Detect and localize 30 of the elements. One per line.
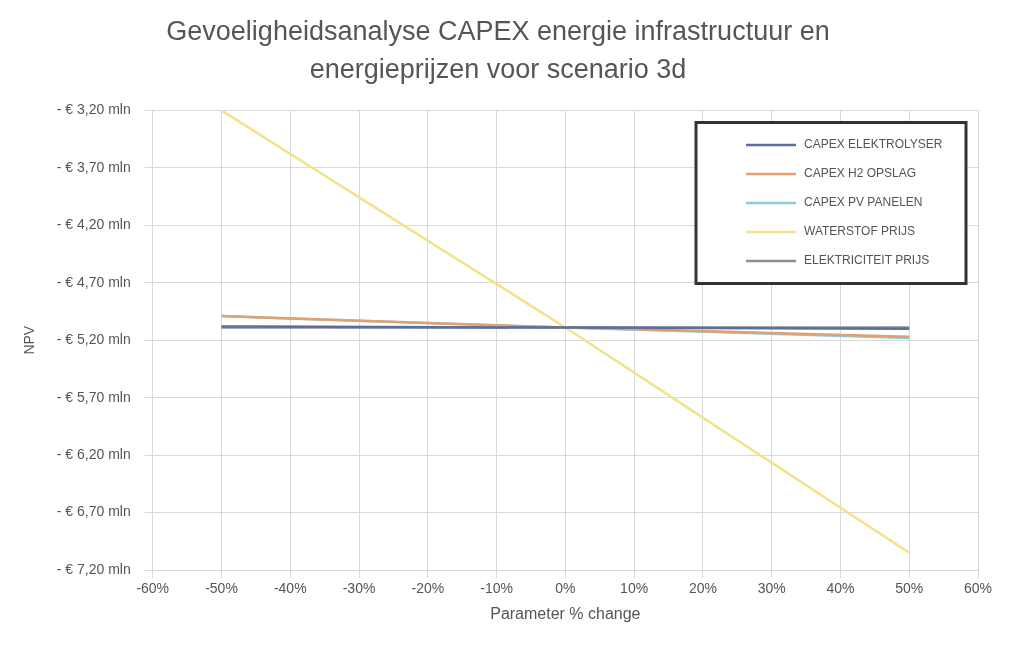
x-tick-label: -50% xyxy=(205,580,238,597)
x-tick-label: 10% xyxy=(620,580,649,597)
y-tick-label: - € 6,70 mln xyxy=(56,503,131,520)
x-tick-label: 0% xyxy=(555,580,576,597)
legend-label: WATERSTOF PRIJS xyxy=(804,224,916,239)
x-tick-label: -60% xyxy=(136,580,170,597)
x-tick-label: -10% xyxy=(480,580,513,597)
y-tick-label: - € 4,20 mln xyxy=(56,216,131,233)
y-tick-label: - € 5,20 mln xyxy=(56,331,131,348)
y-tick-label: - € 3,70 mln xyxy=(56,158,131,175)
x-tick-label: -40% xyxy=(273,580,307,597)
y-tick-label: - € 3,20 mln xyxy=(56,101,131,118)
legend-label: CAPEX PV PANELEN xyxy=(804,195,923,210)
y-axis-title: NPV xyxy=(21,325,38,355)
x-tick-label: -30% xyxy=(342,580,376,597)
x-tick-label: 50% xyxy=(895,580,924,597)
x-tick-label: 30% xyxy=(757,580,786,597)
x-tick-label: 60% xyxy=(963,580,993,597)
legend-label: ELEKTRICITEIT PRIJS xyxy=(804,253,930,268)
x-tick-label: -20% xyxy=(411,580,445,597)
chart-title: Gevoeligheidsanalyse CAPEX energie infrastructuur en energieprijzen voor scenario 3d xyxy=(165,15,831,86)
legend-label: CAPEX H2 OPSLAG xyxy=(804,166,917,181)
y-tick-label: - € 7,20 mln xyxy=(56,560,131,577)
legend-label: CAPEX ELEKTROLYSER xyxy=(804,137,943,152)
y-tick-label: - € 5,70 mln xyxy=(56,388,131,405)
x-axis-title: Parameter % change xyxy=(490,604,641,622)
x-tick-label: 40% xyxy=(826,580,855,597)
x-tick-label: 20% xyxy=(688,580,717,597)
y-tick-label: - € 4,70 mln xyxy=(56,273,131,290)
y-tick-label: - € 6,20 mln xyxy=(56,445,131,462)
